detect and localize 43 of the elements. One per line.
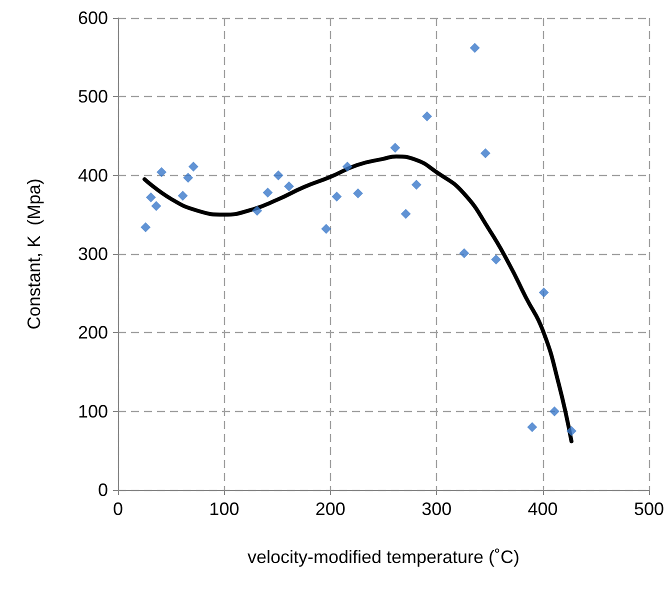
- point: [284, 181, 294, 192]
- point: [527, 422, 538, 432]
- y-tick-label: 200: [78, 322, 108, 343]
- point: [422, 111, 432, 122]
- y-tick-label: 100: [78, 401, 108, 422]
- point: [470, 42, 480, 53]
- point: [262, 188, 273, 198]
- point: [252, 206, 262, 216]
- point: [480, 148, 490, 158]
- x-tick-label: 400: [528, 499, 558, 519]
- point: [353, 188, 364, 198]
- point: [183, 172, 194, 183]
- point: [140, 222, 151, 232]
- point: [188, 162, 198, 172]
- x-tick-label: 300: [422, 499, 452, 519]
- x-tick-label: 0: [112, 499, 124, 519]
- point: [390, 142, 400, 153]
- x-tick-label: 100: [209, 499, 240, 519]
- point: [491, 254, 502, 265]
- point: [459, 248, 470, 258]
- point: [332, 192, 342, 202]
- point: [321, 224, 332, 234]
- point: [411, 180, 422, 190]
- point: [342, 162, 352, 172]
- point: [400, 208, 411, 219]
- y-tick-label: 300: [78, 244, 108, 264]
- point: [538, 288, 549, 298]
- x-tick-label: 500: [634, 499, 664, 519]
- y-tick-label: 500: [78, 86, 108, 107]
- y-tick-label: 600: [78, 8, 108, 28]
- point: [273, 170, 284, 180]
- point: [151, 201, 162, 212]
- point: [178, 190, 188, 201]
- y-tick-label: 0: [98, 480, 108, 500]
- point: [146, 192, 156, 202]
- line-series: [142, 154, 574, 444]
- x-axis-title: velocity-modified temperature (˚C): [247, 547, 520, 567]
- y-axis-title: Constant, K (Mpa): [24, 178, 44, 330]
- point: [566, 426, 576, 436]
- y-tick-label: 400: [78, 165, 108, 186]
- x-tick-label: 200: [315, 499, 346, 519]
- point: [549, 406, 560, 416]
- point: [156, 167, 167, 178]
